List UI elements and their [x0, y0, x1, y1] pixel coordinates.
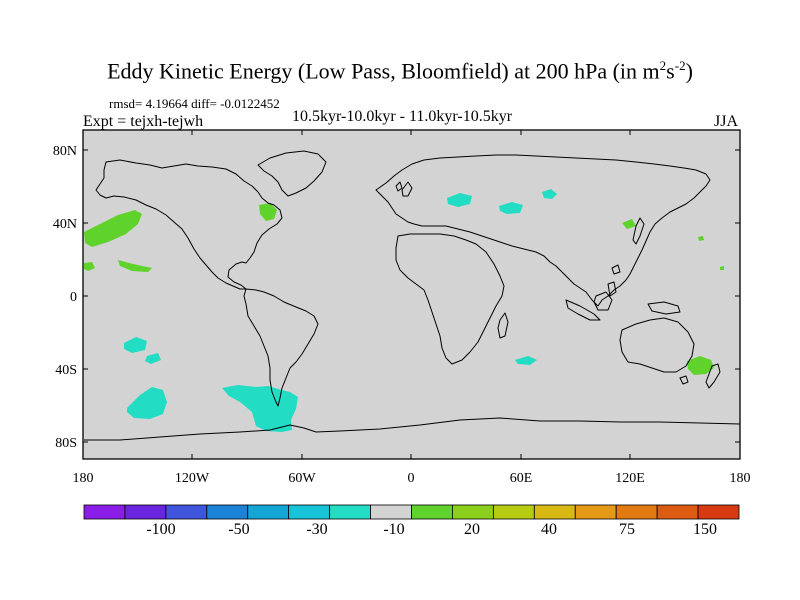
coast-north-america	[95, 159, 283, 290]
lon-label-180w: 180	[73, 471, 94, 486]
coast-japan	[632, 217, 645, 245]
lat-label-80n: 80N	[53, 144, 77, 159]
coast-tasmania	[679, 375, 689, 385]
title-exponent-2: -2	[674, 58, 686, 73]
coast-new-zealand	[705, 363, 721, 389]
lon-label-120w: 120W	[175, 471, 210, 486]
lat-label-40s: 40S	[55, 363, 77, 378]
colorbar-box-4	[247, 504, 290, 520]
patch-south-pacific-1	[124, 337, 147, 353]
colorbar-box-13	[615, 504, 658, 520]
colorbar-label-minus100: -100	[146, 521, 175, 538]
lon-label-60w: 60W	[288, 471, 316, 486]
patch-east-asia	[622, 219, 636, 229]
colorbar-box-7	[370, 504, 412, 520]
coast-philippines	[607, 281, 617, 297]
coast-british-isles	[401, 181, 413, 197]
colorbar-label-150: 150	[693, 521, 717, 538]
stats-label: rmsd= 4.19664 diff= -0.0122452	[109, 96, 280, 111]
colorbar	[83, 504, 740, 520]
colorbar-label-75: 75	[619, 521, 635, 538]
anomaly-patches	[84, 189, 724, 432]
colorbar-box-14	[656, 504, 699, 520]
lon-label-0: 0	[408, 471, 415, 486]
lat-label-80s: 80S	[55, 436, 77, 451]
colorbar-box-9	[452, 504, 494, 520]
title-unit-s: s	[666, 58, 675, 84]
patch-australia	[687, 356, 714, 375]
colorbar-box-10	[492, 504, 535, 520]
colorbar-box-5	[288, 504, 331, 520]
patch-pacific-small-1	[84, 262, 95, 271]
patch-pacific-small-3	[698, 236, 704, 241]
map-background	[83, 130, 740, 459]
patch-west-siberia	[499, 202, 523, 214]
coast-greenland	[257, 150, 327, 197]
coast-sumatra-java	[565, 299, 601, 321]
colorbar-label-minus30: -30	[306, 521, 327, 538]
patch-south-america	[222, 385, 298, 432]
title-exponent-1: 2	[659, 58, 667, 73]
colorbar-box-12	[574, 504, 617, 520]
colorbar-box-6	[329, 504, 371, 520]
coast-madagascar	[497, 312, 509, 339]
lat-label-0: 0	[70, 290, 77, 305]
colorbar-box-11	[533, 504, 576, 520]
colorbar-label-minus50: -50	[228, 521, 249, 538]
season-label: JJA	[714, 113, 739, 130]
coast-antarctica	[84, 417, 741, 441]
patch-north-pacific	[84, 210, 142, 247]
title-text: Eddy Kinetic Energy (Low Pass, Bloomfiel…	[107, 58, 660, 84]
patch-north-america	[259, 203, 277, 221]
patch-europe	[447, 193, 472, 207]
coast-australia	[619, 317, 695, 373]
experiment-label: Expt = tejxh-tejwh	[83, 113, 204, 130]
map-frame	[82, 129, 741, 460]
colorbar-box-2	[165, 504, 208, 520]
lon-label-60e: 60E	[510, 471, 533, 486]
colorbar-box-0	[83, 504, 126, 520]
colorbar-labels: -100 -50 -30 -10 20 40 75 150	[146, 521, 717, 538]
patch-pacific-small-2	[118, 260, 152, 272]
colorbar-box-15	[697, 504, 740, 520]
patch-siberia	[542, 189, 557, 199]
patch-south-pacific-3	[127, 387, 167, 419]
colorbar-box-3	[206, 504, 249, 520]
colorbar-box-8	[411, 504, 453, 520]
lon-label-120e: 120E	[615, 471, 645, 486]
coast-africa	[395, 233, 505, 365]
colorbar-label-minus10: -10	[383, 521, 404, 538]
coast-borneo	[593, 291, 613, 311]
patch-pacific-small-4	[720, 266, 724, 270]
lon-axis: 180 120W 60W 0 60E 120E 180	[73, 471, 751, 486]
patch-south-pacific-2	[145, 353, 161, 364]
map-title: Eddy Kinetic Energy (Low Pass, Bloomfiel…	[0, 58, 800, 84]
tick-marks	[83, 130, 740, 459]
colorbar-label-40: 40	[541, 521, 557, 538]
coast-south-america	[243, 288, 319, 407]
coast-ireland	[395, 181, 403, 192]
lat-axis: 80N 40N 0 40S 80S	[53, 144, 77, 451]
colorbar-box-1	[124, 504, 167, 520]
coastlines	[84, 150, 741, 441]
period-label: 10.5kyr-10.0kyr - 11.0kyr-10.5kyr	[292, 108, 513, 125]
patch-indian-ocean	[515, 356, 537, 365]
coast-taiwan	[611, 264, 621, 275]
lon-label-180e: 180	[730, 471, 751, 486]
coast-eurasia	[375, 154, 711, 307]
title-close: )	[685, 58, 693, 84]
colorbar-label-20: 20	[464, 521, 480, 538]
coast-new-guinea	[647, 301, 681, 315]
lat-label-40n: 40N	[53, 217, 77, 232]
